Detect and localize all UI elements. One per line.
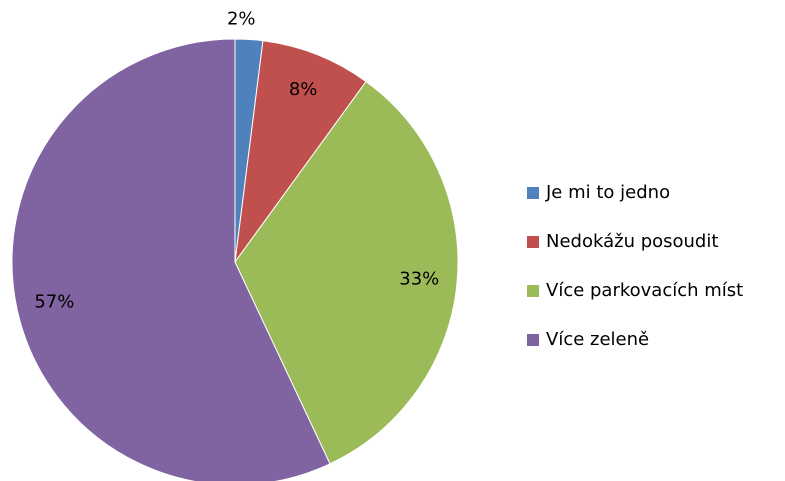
legend-swatch — [527, 334, 539, 346]
data-label: 8% — [289, 79, 318, 100]
legend-label: Více parkovacích míst — [546, 280, 743, 301]
data-label: 57% — [34, 291, 74, 312]
pie-slice — [234, 80, 459, 465]
legend-label: Více zeleně — [546, 329, 649, 350]
data-label: 33% — [399, 268, 439, 289]
pie-slice — [234, 40, 367, 263]
legend-swatch — [527, 187, 539, 199]
legend-label: Je mi to jedno — [545, 182, 670, 203]
pie-slice — [11, 38, 331, 481]
legend-swatch — [527, 236, 539, 248]
legend-label: Nedokážu posoudit — [546, 231, 718, 252]
legend-swatch — [527, 285, 539, 297]
data-label: 2% — [227, 8, 256, 29]
